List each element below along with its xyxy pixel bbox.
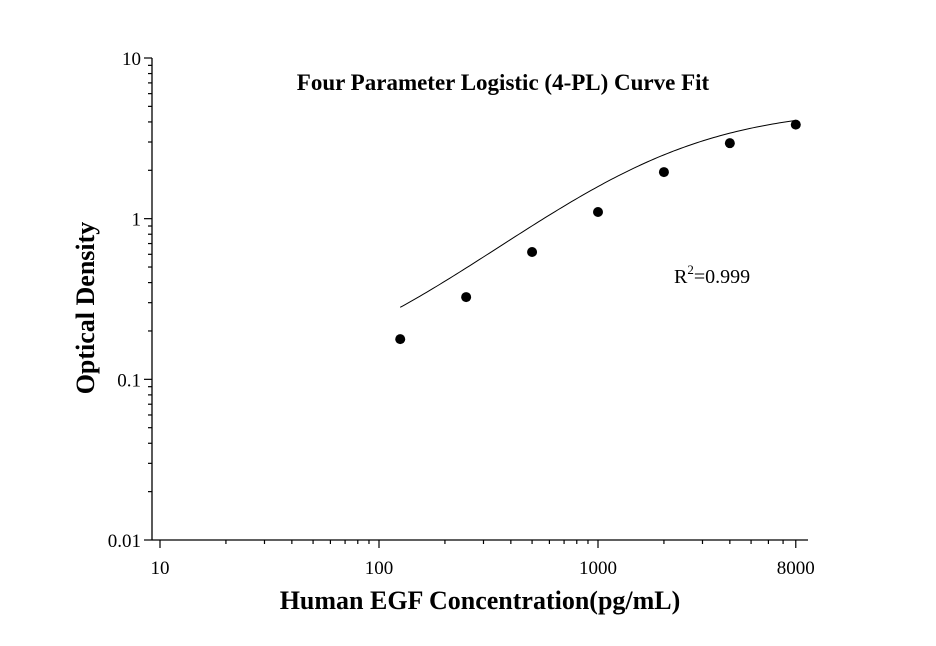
- x-tick-label: 100: [365, 558, 394, 579]
- x-tick-label: 8000: [777, 558, 815, 579]
- data-points: [395, 119, 801, 345]
- data-point: [593, 207, 603, 218]
- r-squared-superscript: 2: [687, 262, 694, 277]
- x-axis-ticks: 10 100 1000 8000: [151, 540, 815, 579]
- x-axis-label: Human EGF Concentration(pg/mL): [280, 586, 681, 615]
- r-squared-annotation: R2=0.999: [674, 262, 750, 288]
- axes: [151, 58, 808, 541]
- y-axis-label: Optical Density: [71, 222, 100, 395]
- y-axis-ticks: 0.01 0.1 1 10: [108, 49, 152, 552]
- data-point: [461, 292, 472, 303]
- fit-curve: [399, 119, 796, 308]
- y-tick-label: 0.01: [108, 531, 141, 552]
- chart-title: Four Parameter Logistic (4-PL) Curve Fit: [297, 70, 710, 95]
- x-tick-label: 10: [151, 558, 170, 579]
- y-tick-label: 0.1: [117, 370, 141, 391]
- y-tick-label: 10: [122, 49, 141, 70]
- data-point: [527, 247, 538, 258]
- data-point: [724, 138, 735, 149]
- data-point: [658, 167, 669, 178]
- r-squared-value: =0.999: [694, 266, 750, 288]
- data-point: [790, 119, 801, 130]
- r-squared-base: R: [674, 266, 688, 288]
- data-point: [395, 334, 406, 345]
- x-tick-label: 1000: [579, 558, 617, 579]
- y-tick-label: 1: [132, 210, 142, 231]
